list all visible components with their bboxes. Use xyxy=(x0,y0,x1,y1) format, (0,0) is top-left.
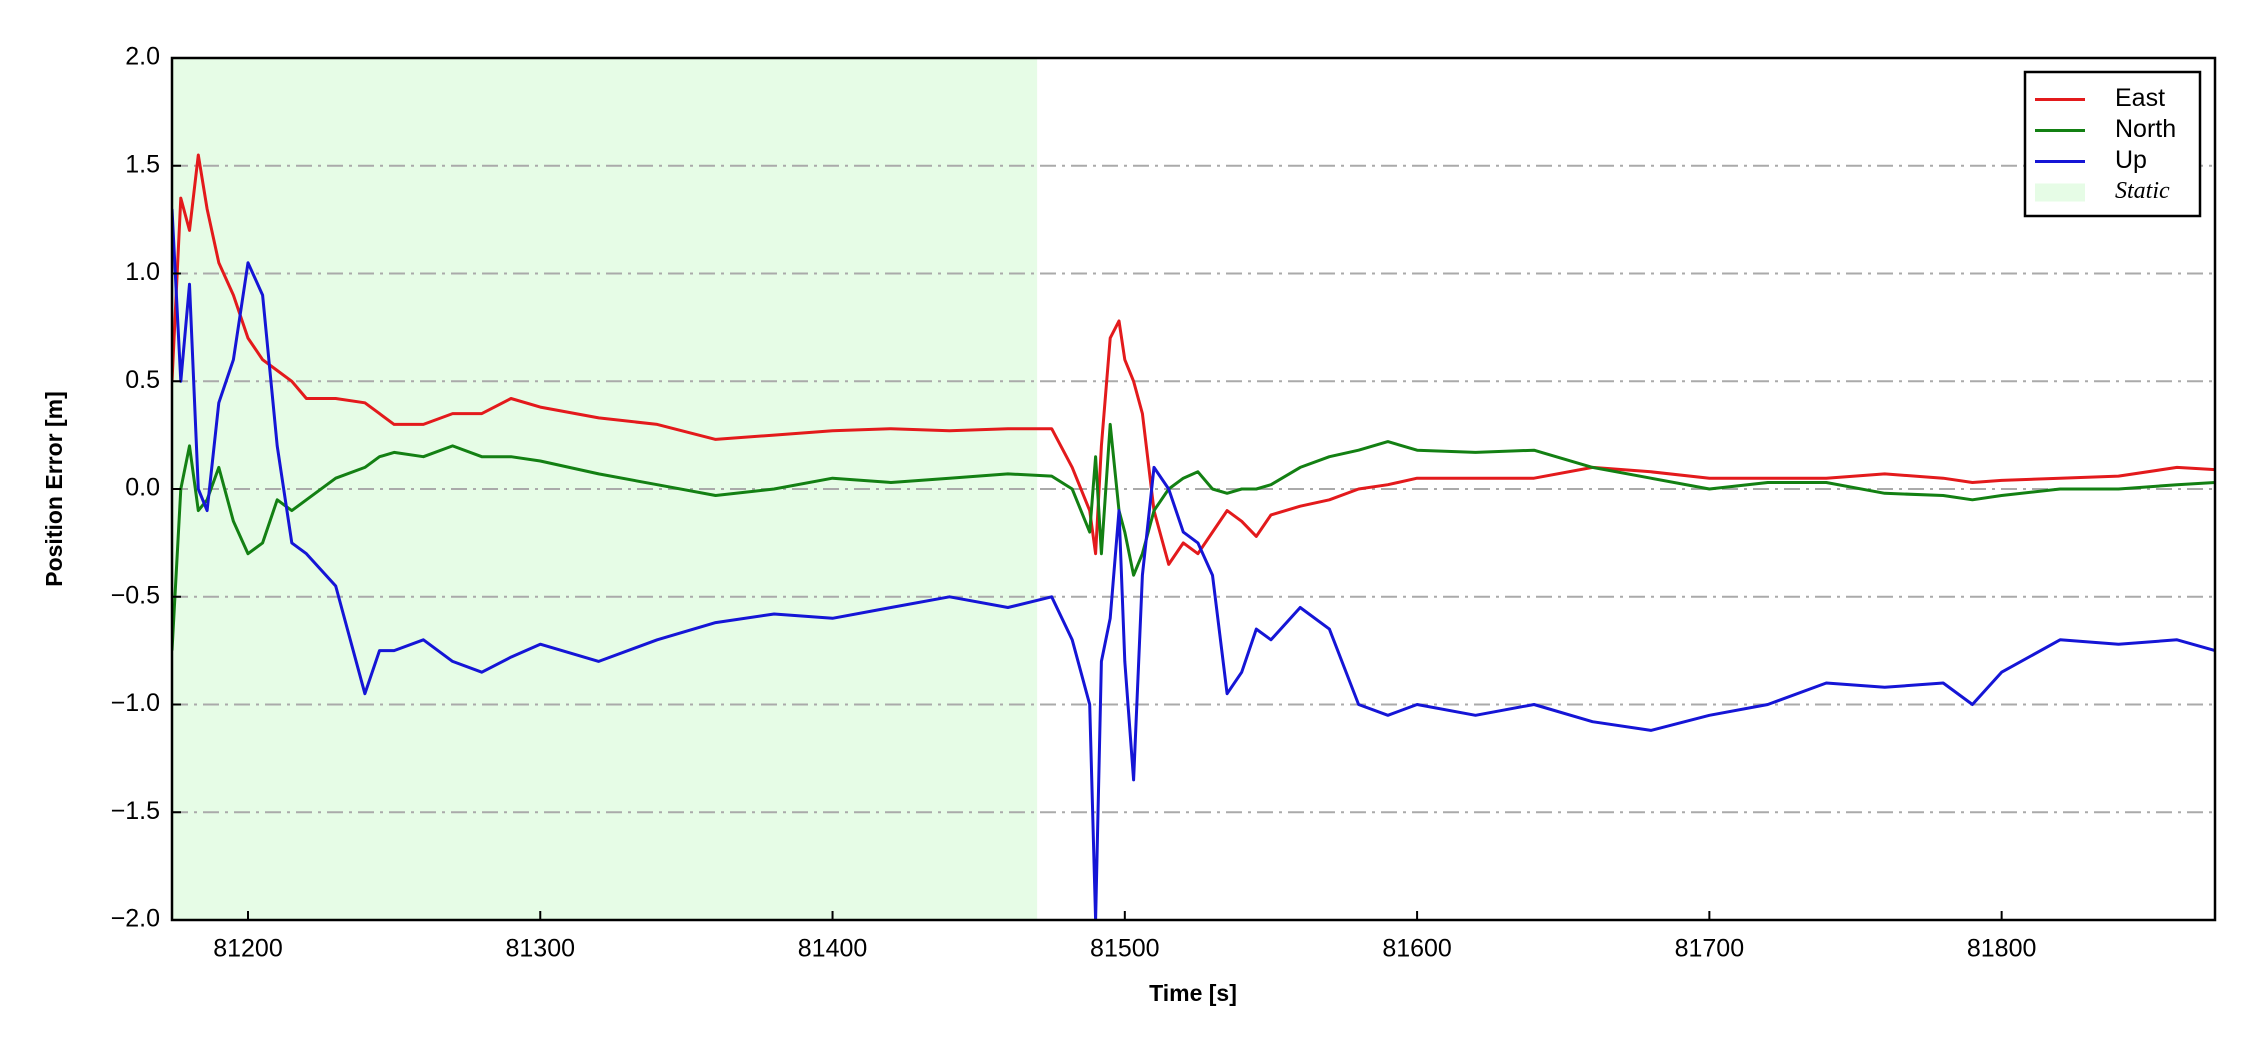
y-tick-label: −0.5 xyxy=(111,581,160,609)
y-tick-label: 1.5 xyxy=(125,150,160,178)
plot-area xyxy=(172,153,2215,920)
y-tick-label: −2.0 xyxy=(111,905,160,933)
x-axis-label: Time [s] xyxy=(1149,980,1237,1006)
x-tick-label: 81700 xyxy=(1675,935,1745,963)
series-line xyxy=(172,153,2215,566)
legend-label: North xyxy=(2115,115,2176,143)
y-tick-label: 0.0 xyxy=(125,474,160,502)
x-tick-label: 81400 xyxy=(798,935,868,963)
series-line xyxy=(172,208,2215,920)
y-tick-label: −1.0 xyxy=(111,689,160,717)
x-tick-label: 81300 xyxy=(506,935,576,963)
legend-label: East xyxy=(2115,84,2165,112)
background-layer xyxy=(172,58,2215,920)
y-axis-label: Position Error [m] xyxy=(41,391,67,587)
x-tick-label: 81500 xyxy=(1090,935,1160,963)
y-tick-label: −1.5 xyxy=(111,797,160,825)
legend-label: Static xyxy=(2115,178,2170,204)
x-tick-label: 81600 xyxy=(1382,935,1452,963)
x-tick-label: 81800 xyxy=(1967,935,2037,963)
series-line xyxy=(172,422,2215,651)
y-tick-label: 1.0 xyxy=(125,258,160,286)
y-tick-label: 2.0 xyxy=(125,43,160,71)
y-tick-label: 0.5 xyxy=(125,366,160,394)
legend-swatch xyxy=(2035,183,2085,202)
x-tick-label: 81200 xyxy=(213,935,283,963)
legend-label: Up xyxy=(2115,146,2147,174)
